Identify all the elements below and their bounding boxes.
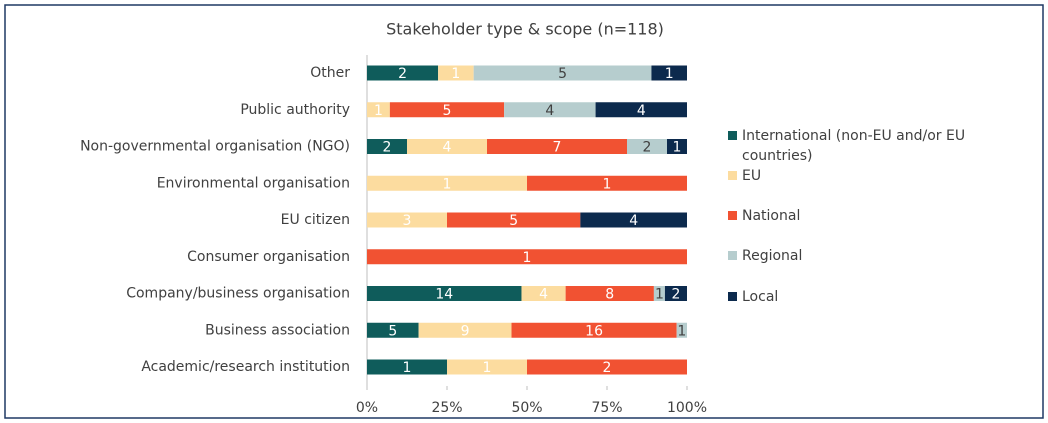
data-label: 4 bbox=[443, 140, 452, 156]
y-tick-label: EU citizen bbox=[281, 212, 350, 228]
bar-segment bbox=[367, 249, 687, 265]
bar-segment bbox=[565, 286, 654, 301]
legend-swatch bbox=[728, 251, 737, 260]
bar-segment bbox=[367, 212, 447, 228]
data-label: 1 bbox=[523, 250, 532, 266]
bar-segment bbox=[367, 102, 390, 118]
data-label: 4 bbox=[629, 213, 638, 229]
data-label: 1 bbox=[673, 140, 682, 156]
bar-segment bbox=[367, 322, 419, 338]
legend-label: Regional bbox=[742, 248, 803, 264]
legend-label: Local bbox=[742, 289, 779, 305]
data-label: 2 bbox=[398, 66, 407, 82]
data-label: 1 bbox=[451, 66, 460, 82]
bar-segment bbox=[367, 175, 527, 191]
y-tick-label: Business association bbox=[205, 322, 350, 338]
data-label: 1 bbox=[403, 360, 412, 376]
data-label: 9 bbox=[461, 323, 470, 339]
bar-segment bbox=[667, 139, 687, 154]
data-label: 2 bbox=[672, 287, 681, 303]
y-tick-label: Academic/research institution bbox=[141, 359, 350, 375]
legend-swatch bbox=[728, 131, 737, 140]
data-label: 5 bbox=[388, 323, 397, 339]
data-label: 2 bbox=[603, 360, 612, 376]
bar-segment bbox=[367, 65, 439, 81]
data-label: 2 bbox=[383, 140, 392, 156]
y-tick-label: Public authority bbox=[240, 102, 350, 118]
data-label: 5 bbox=[509, 213, 518, 229]
bar-segment bbox=[473, 65, 652, 81]
data-label: 1 bbox=[374, 103, 383, 119]
bar-segment bbox=[595, 102, 687, 118]
bar-segment bbox=[389, 102, 505, 118]
x-tick-label: 50% bbox=[511, 400, 542, 416]
bar-segment bbox=[407, 139, 487, 154]
y-tick-label: Environmental organisation bbox=[157, 175, 350, 191]
bar-segment bbox=[504, 102, 596, 118]
data-label: 1 bbox=[443, 176, 452, 192]
data-label: 2 bbox=[643, 140, 652, 156]
legend-item: Regional bbox=[728, 246, 1032, 266]
legend-item: Local bbox=[728, 287, 1032, 307]
y-tick-label: Consumer organisation bbox=[187, 249, 350, 265]
bar-segment bbox=[676, 322, 687, 338]
bar-segment bbox=[447, 359, 527, 375]
bar-segment bbox=[418, 322, 512, 338]
data-label: 4 bbox=[539, 287, 548, 303]
data-label: 1 bbox=[677, 323, 686, 339]
x-tick-label: 75% bbox=[591, 400, 622, 416]
legend-label: EU bbox=[742, 168, 762, 184]
bar-segment bbox=[367, 139, 407, 154]
bar-segment bbox=[367, 286, 522, 301]
bar-segment bbox=[627, 139, 667, 154]
legend-label: International (non-EU and/or EU countrie… bbox=[742, 128, 966, 164]
bar-segment bbox=[580, 212, 687, 228]
bar-segment bbox=[521, 286, 566, 301]
bar-segment bbox=[511, 322, 677, 338]
bar-segment bbox=[653, 286, 665, 301]
bar-segment bbox=[527, 175, 687, 191]
legend-swatch bbox=[728, 171, 737, 180]
data-label: 5 bbox=[443, 103, 452, 119]
legend-swatch bbox=[728, 292, 737, 301]
data-label: 8 bbox=[605, 287, 614, 303]
bar-segment bbox=[438, 65, 474, 81]
y-tick-label: Non-governmental organisation (NGO) bbox=[80, 139, 350, 155]
y-tick-label: Company/business organisation bbox=[126, 286, 350, 302]
legend-label: National bbox=[742, 208, 801, 224]
data-label: 7 bbox=[553, 140, 562, 156]
data-label: 1 bbox=[655, 287, 664, 303]
x-tick-label: 100% bbox=[667, 400, 707, 416]
bar-segment bbox=[527, 359, 687, 375]
data-label: 4 bbox=[637, 103, 646, 119]
data-label: 4 bbox=[545, 103, 554, 119]
x-tick-label: 25% bbox=[431, 400, 462, 416]
data-label: 1 bbox=[603, 176, 612, 192]
frame bbox=[4, 4, 1044, 419]
legend-swatch bbox=[728, 211, 737, 220]
bar-segment bbox=[651, 65, 687, 81]
y-tick-label: Other bbox=[310, 65, 350, 81]
chart-title: Stakeholder type & scope (n=118) bbox=[386, 20, 664, 39]
legend-item: International (non-EU and/or EU countrie… bbox=[728, 126, 1032, 166]
bar-segment bbox=[447, 212, 581, 228]
bar-segment bbox=[487, 139, 627, 154]
bar-segment bbox=[664, 286, 687, 301]
data-label: 1 bbox=[483, 360, 492, 376]
data-label: 5 bbox=[558, 66, 567, 82]
legend-item: National bbox=[728, 206, 1032, 226]
x-tick-label: 0% bbox=[356, 400, 378, 416]
bar-segment bbox=[367, 359, 447, 375]
data-label: 16 bbox=[585, 323, 603, 339]
data-label: 3 bbox=[403, 213, 412, 229]
data-label: 1 bbox=[665, 66, 674, 82]
data-label: 14 bbox=[435, 287, 453, 303]
legend-item: EU bbox=[728, 166, 1032, 186]
